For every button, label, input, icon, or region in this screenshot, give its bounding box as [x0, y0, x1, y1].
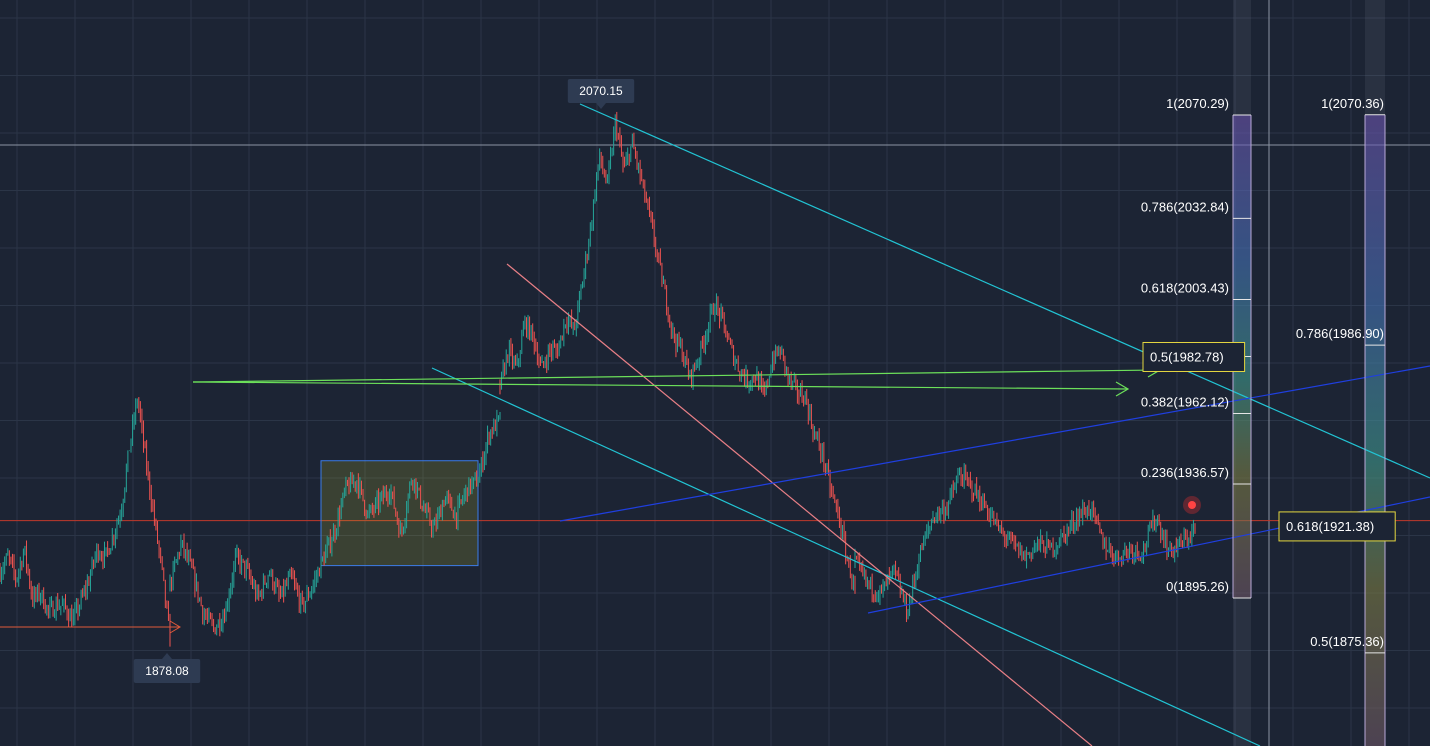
green-arrowhead-lower[interactable]	[1115, 381, 1130, 397]
fib-level-label: 0.5(1875.36)	[1310, 634, 1384, 649]
descending-channel-upper-line[interactable]	[579, 103, 1430, 479]
price-markers: 2070.15 1878.08	[133, 79, 635, 683]
fib-level-label: 0.618(1921.38)	[1286, 519, 1374, 534]
candlesticks	[0, 111, 1196, 647]
green-arrow-line-lower[interactable]	[192, 381, 1129, 390]
fib-level-label: 1(2070.29)	[1166, 96, 1229, 111]
fib-level-label: 0.786(1986.90)	[1296, 326, 1384, 341]
fib-band-right	[1365, 114, 1385, 746]
fib-level-label: 1(2070.36)	[1321, 96, 1384, 111]
fibonacci-bands	[1233, 0, 1385, 746]
consolidation-zone[interactable]	[320, 460, 479, 567]
pink-trend-line[interactable]	[506, 263, 1093, 746]
current-price-glow	[1183, 496, 1201, 514]
fib-level-label: 0.618(2003.43)	[1141, 281, 1229, 296]
fib-level-label: 0.786(2032.84)	[1141, 199, 1229, 214]
high-price-marker-label: 2070.15	[579, 84, 623, 98]
low-price-marker-label: 1878.08	[145, 664, 189, 678]
low-price-marker-pointer	[162, 653, 172, 659]
ascending-channel-upper-line[interactable]	[559, 365, 1430, 522]
low-price-marker-box	[133, 659, 201, 683]
red-arrowhead[interactable]	[169, 620, 181, 634]
fib-level-label: 0.382(1962.12)	[1141, 394, 1229, 409]
descending-channel-lower-line[interactable]	[431, 367, 1261, 746]
green-arrow-line-upper[interactable]	[192, 369, 1161, 383]
fib-level-label: 0(1895.26)	[1166, 579, 1229, 594]
consolidation-rectangle[interactable]	[320, 460, 479, 567]
fibonacci-labels: 1(2070.29) 0.786(2032.84) 0.618(2003.43) 0.…	[1141, 96, 1396, 746]
high-price-marker-pointer	[596, 103, 606, 109]
fib-highlight-box	[1142, 341, 1246, 372]
fib-level-label: 0.236(1936.57)	[1141, 465, 1229, 480]
current-price-dot	[1188, 501, 1196, 509]
high-price-marker-box	[567, 79, 635, 103]
drawing-tools[interactable]	[0, 103, 1430, 746]
fib-highlight-box	[1278, 511, 1396, 542]
fib-level-label: 0.5(1982.78)	[1150, 349, 1224, 364]
